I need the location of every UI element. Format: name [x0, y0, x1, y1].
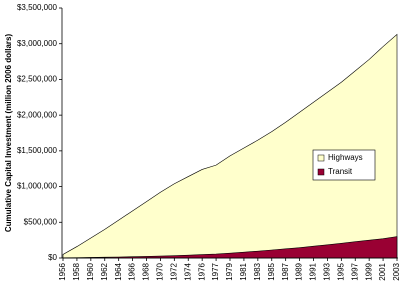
x-tick-label: 1970 — [156, 262, 165, 280]
y-tick-label: $2,500,000 — [17, 75, 58, 84]
y-tick-label: $3,000,000 — [17, 39, 58, 48]
x-tick-label: 1995 — [336, 262, 345, 280]
x-tick-label: 1997 — [350, 262, 359, 280]
x-tick-label: 1960 — [86, 262, 95, 280]
y-axis-title: Cumulative Capital Investment (million 2… — [4, 34, 13, 233]
y-tick-label: $3,500,000 — [17, 3, 58, 12]
x-tick-label: 1991 — [309, 262, 318, 280]
legend-label: Transit — [328, 167, 353, 176]
x-tick-label: 2001 — [378, 262, 387, 280]
x-tick-label: 1976 — [197, 262, 206, 280]
legend-swatch — [317, 168, 325, 176]
x-tick-label: 1987 — [281, 262, 290, 280]
x-tick-label: 1972 — [169, 262, 178, 280]
x-tick-label: 1985 — [267, 262, 276, 280]
x-tick-label: 1966 — [128, 262, 137, 280]
x-tick-label: 1958 — [72, 262, 81, 280]
x-tick-label: 1974 — [183, 262, 192, 280]
y-tick-label: $0 — [48, 253, 57, 262]
y-tick-label: $1,000,000 — [17, 182, 58, 191]
x-tick-label: 1981 — [239, 262, 248, 280]
x-tick-label: 1956 — [58, 262, 67, 280]
legend-swatch — [317, 154, 325, 162]
y-tick-label: $500,000 — [24, 217, 58, 226]
y-tick-label: $2,000,000 — [17, 110, 58, 119]
y-tick-label: $1,500,000 — [17, 146, 58, 155]
x-tick-label: 1983 — [253, 262, 262, 280]
x-tick-label: 1968 — [142, 262, 151, 280]
x-tick-label: 2003 — [392, 262, 400, 280]
x-tick-label: 1989 — [295, 262, 304, 280]
x-tick-label: 1999 — [364, 262, 373, 280]
area — [62, 33, 398, 259]
x-tick-label: 1993 — [323, 262, 332, 280]
area — [62, 236, 398, 259]
x-tick-label: 1979 — [225, 262, 234, 280]
x-tick-label: 1964 — [114, 262, 123, 280]
x-tick-label: 1977 — [211, 262, 220, 280]
legend-label: Highways — [328, 153, 363, 162]
x-tick-label: 1962 — [100, 262, 109, 280]
